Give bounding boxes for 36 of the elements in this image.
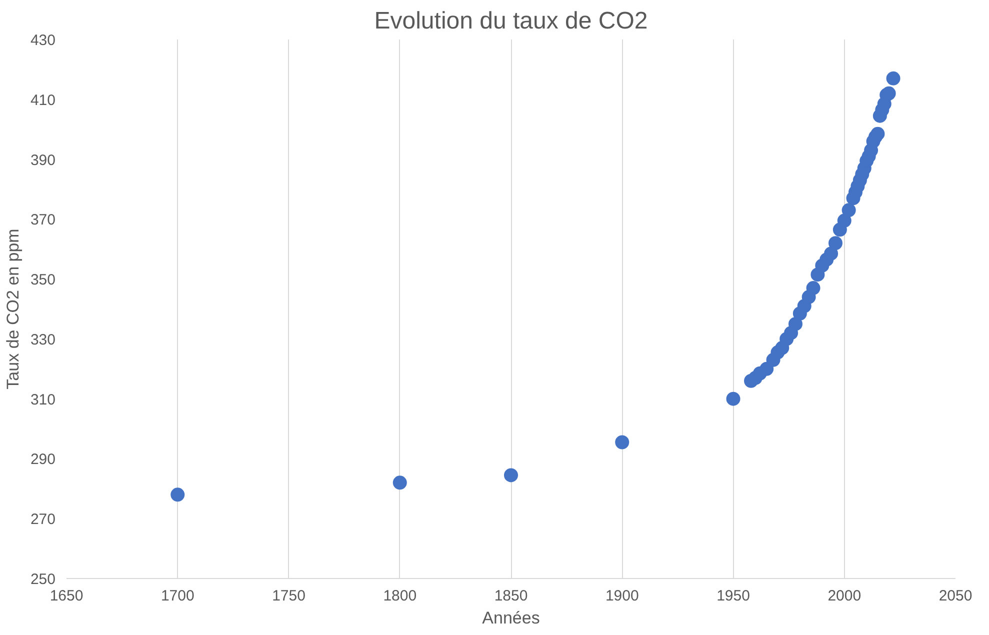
point xyxy=(615,435,630,450)
x-tick-label: 2050 xyxy=(938,588,972,604)
point xyxy=(170,488,185,502)
x-tick-label: 1700 xyxy=(160,588,194,604)
point xyxy=(726,392,740,406)
y-tick-label: 290 xyxy=(30,451,56,468)
x-tick-label: 1800 xyxy=(383,588,417,604)
x-tick-label: 1950 xyxy=(716,588,750,604)
point xyxy=(842,203,856,218)
point xyxy=(828,236,842,250)
y-tick-label: 370 xyxy=(30,212,56,229)
point xyxy=(886,71,900,86)
x-tick-label: 2000 xyxy=(828,588,862,604)
point xyxy=(837,214,852,228)
y-tick-label: 310 xyxy=(30,391,56,408)
y-tick-label: 410 xyxy=(30,92,56,109)
point xyxy=(504,468,518,482)
chart-title: Evolution du taux de CO2 xyxy=(374,8,648,34)
point xyxy=(806,281,820,296)
y-tick-label: 430 xyxy=(30,32,56,49)
point xyxy=(788,316,802,331)
point xyxy=(824,246,838,261)
x-tick-label: 1900 xyxy=(605,588,639,604)
x-tick-label: 1850 xyxy=(494,588,528,604)
y-tick-label: 270 xyxy=(30,511,56,528)
point xyxy=(392,476,407,490)
point xyxy=(870,126,885,141)
x-tick-label: 1650 xyxy=(50,588,84,604)
point xyxy=(760,362,774,376)
y-tick-label: 250 xyxy=(30,571,56,588)
y-tick-label: 390 xyxy=(30,152,56,169)
y-tick-label: 350 xyxy=(30,272,56,289)
x-axis-title: Années xyxy=(482,608,540,628)
y-axis-title: Taux de CO2 en ppm xyxy=(3,228,22,390)
y-tick-label: 330 xyxy=(30,331,56,348)
x-tick-label: 1750 xyxy=(272,588,306,604)
